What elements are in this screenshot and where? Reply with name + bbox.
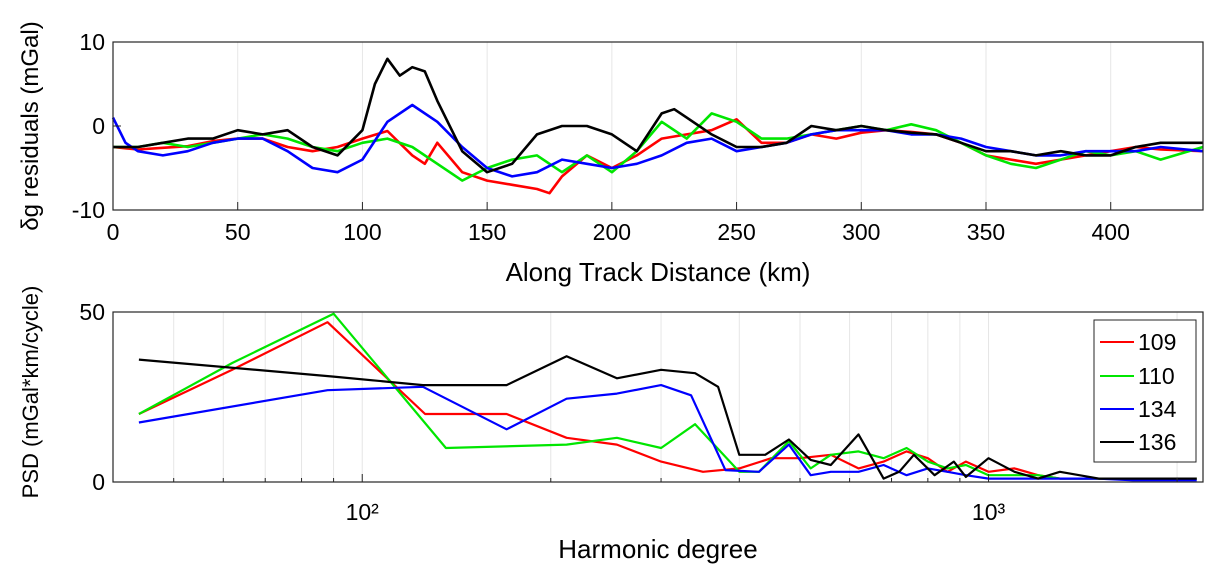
psd-x-axis-label: Harmonic degree [558, 534, 757, 564]
psd-series-134 [138, 384, 1197, 482]
residuals-series-blue [111, 103, 1204, 178]
residuals-x-tick-label: 50 [225, 219, 251, 245]
legend-label-110: 110 [1138, 363, 1175, 389]
residuals-x-tick-label: 150 [468, 219, 506, 245]
legend-label-109: 109 [1138, 329, 1176, 355]
residuals-x-tick-label: 200 [593, 219, 631, 245]
psd-panel: 10² 10³ 0 50 Harmonic degree PSD (mGal*km/c… [18, 286, 1204, 564]
psd-y-axis-label: PSD (mGal*km/cycle) [18, 286, 43, 499]
legend-box [1093, 319, 1197, 463]
psd-y-tick-label: 50 [79, 299, 105, 325]
residuals-series-green [113, 112, 1204, 182]
residuals-lines [111, 57, 1204, 195]
residuals-series-black [113, 57, 1203, 174]
psd-series-110 [138, 312, 1197, 480]
legend-label-134: 134 [1138, 396, 1177, 422]
psd-series-136 [138, 355, 1197, 480]
residuals-y-tick-label: 0 [92, 113, 105, 139]
residuals-x-tick-label: 350 [967, 219, 1005, 245]
psd-lines [138, 312, 1197, 482]
psd-series-109 [138, 321, 1197, 480]
residuals-x-axis-label: Along Track Distance (km) [506, 257, 811, 287]
residuals-x-tick-label: 100 [343, 219, 381, 245]
psd-axes-frame [112, 311, 1204, 483]
residuals-x-tick-label: 400 [1092, 219, 1130, 245]
residuals-y-tick-label: -10 [72, 197, 105, 223]
residuals-x-tick-label: 250 [717, 219, 755, 245]
residuals-y-axis-label: δg residuals (mGal) [17, 21, 44, 230]
psd-x-tick-label: 10³ [972, 499, 1006, 525]
legend: 109 110 134 136 [1093, 319, 1197, 463]
residuals-y-tick-label: 10 [79, 29, 105, 55]
psd-x-tick-label: 10² [346, 499, 380, 525]
legend-label-136: 136 [1138, 429, 1176, 455]
residuals-x-tick-label: 300 [842, 219, 880, 245]
psd-y-tick-label: 0 [92, 469, 105, 495]
residuals-x-tick-label: 0 [107, 219, 120, 245]
